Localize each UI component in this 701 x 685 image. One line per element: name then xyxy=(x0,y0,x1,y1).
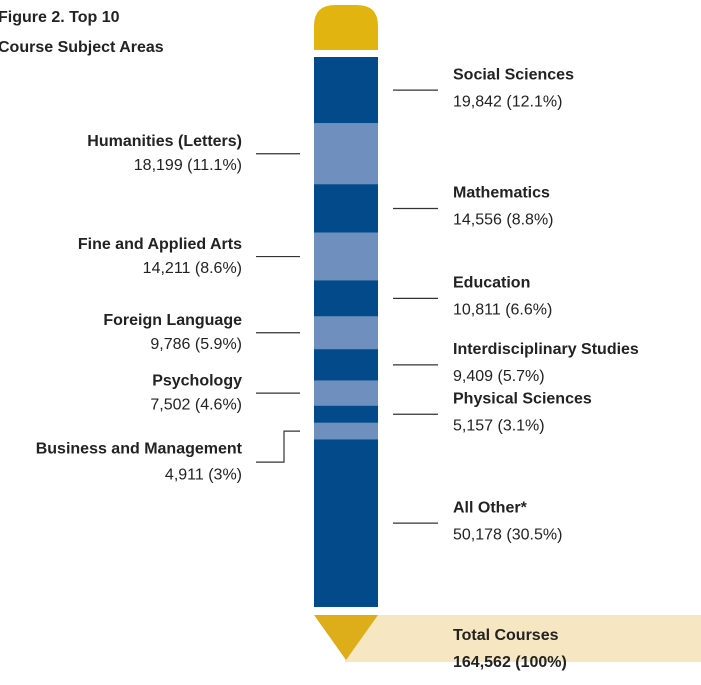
value-label: 19,842 (12.1%) xyxy=(453,93,562,110)
segment xyxy=(314,184,378,233)
category-label: Fine and Applied Arts xyxy=(78,236,242,253)
category-label: Interdisciplinary Studies xyxy=(453,341,639,358)
segment xyxy=(314,316,378,350)
category-label: Physical Sciences xyxy=(453,390,592,407)
segment xyxy=(314,405,378,423)
chart-title: Figure 2. Top 10 xyxy=(0,9,120,26)
total-value: 164,562 (100%) xyxy=(453,654,567,671)
segment xyxy=(314,422,378,440)
category-label: Foreign Language xyxy=(103,312,242,329)
category-label: Psychology xyxy=(152,372,242,389)
leader-line xyxy=(256,430,300,463)
segment xyxy=(314,349,378,381)
value-label: 9,409 (5.7%) xyxy=(453,368,545,385)
value-label: 10,811 (6.6%) xyxy=(453,302,552,319)
segment xyxy=(314,123,378,185)
value-label: 18,199 (11.1%) xyxy=(134,157,242,174)
category-label: Humanities (Letters) xyxy=(87,133,242,150)
total-box xyxy=(345,615,701,662)
total-label: Total Courses xyxy=(453,627,559,644)
segment xyxy=(314,380,378,406)
value-label: 14,211 (8.6%) xyxy=(143,260,242,277)
chart-title: Course Subject Areas xyxy=(0,39,164,56)
category-label: Mathematics xyxy=(453,185,550,202)
pencil-tip xyxy=(314,615,378,660)
segment xyxy=(314,57,378,124)
category-label: All Other* xyxy=(453,499,528,516)
category-label: Social Sciences xyxy=(453,66,574,83)
pencil-eraser xyxy=(314,5,378,50)
value-label: 50,178 (30.5%) xyxy=(453,526,562,543)
value-label: 9,786 (5.9%) xyxy=(150,336,242,353)
segment xyxy=(314,280,378,317)
value-label: 5,157 (3.1%) xyxy=(453,417,545,434)
segment xyxy=(314,232,378,281)
value-label: 14,556 (8.8%) xyxy=(453,212,554,229)
category-label: Business and Management xyxy=(36,440,243,457)
value-label: 4,911 (3%) xyxy=(165,466,242,483)
category-label: Education xyxy=(453,275,530,292)
segment xyxy=(314,439,378,607)
value-label: 7,502 (4.6%) xyxy=(150,396,242,413)
